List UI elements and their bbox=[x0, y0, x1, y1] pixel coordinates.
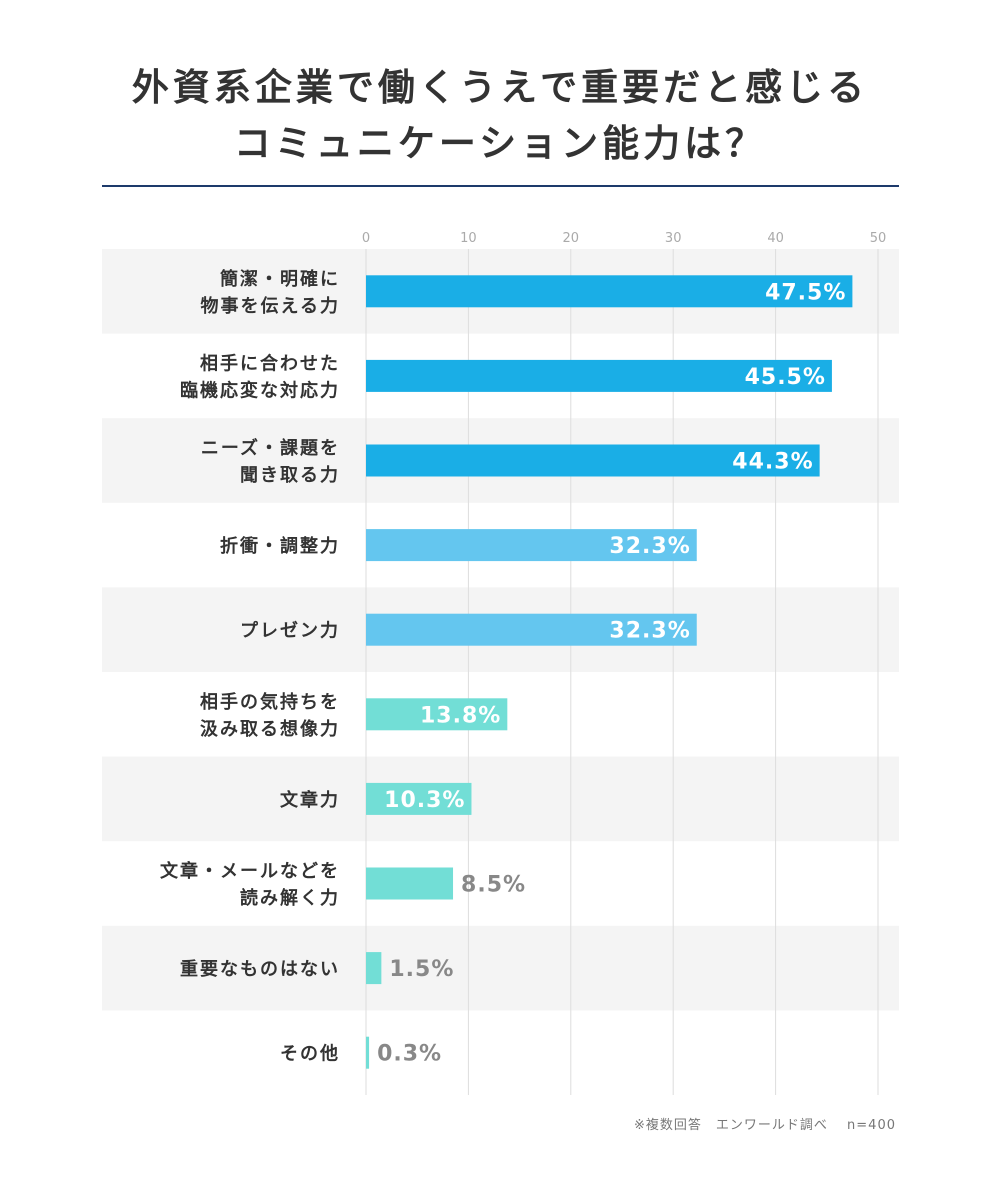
title-line-1: 外資系企業で働くうえで重要だと感じる bbox=[131, 66, 869, 109]
category-label: ニーズ・課題を bbox=[201, 437, 340, 459]
bar-value-label: 45.5% bbox=[745, 365, 826, 390]
bar bbox=[366, 613, 697, 646]
bar-value-label: 32.3% bbox=[609, 534, 690, 559]
category-label: 文章・メールなどを bbox=[160, 860, 340, 882]
footnote: ※複数回答 エンワールド調べ n=400 bbox=[634, 1118, 896, 1133]
bar-value-label: 44.3% bbox=[732, 450, 813, 475]
category-label: 聞き取る力 bbox=[240, 465, 340, 486]
category-label: 文章力 bbox=[280, 789, 340, 811]
bar bbox=[366, 444, 820, 477]
category-label: 相手に合わせた bbox=[200, 352, 340, 374]
category-label: 重要なものはない bbox=[180, 958, 340, 980]
bar-value-label: 8.5% bbox=[461, 873, 526, 898]
x-tick-label: 10 bbox=[460, 231, 477, 246]
category-label: 汲み取る想像力 bbox=[200, 718, 340, 740]
category-label: 物事を伝える力 bbox=[201, 295, 340, 317]
bar-value-label: 13.8% bbox=[420, 703, 501, 728]
category-label: 読み解く力 bbox=[240, 887, 340, 909]
x-tick-label: 30 bbox=[665, 231, 682, 246]
bar bbox=[366, 359, 832, 392]
bar-value-label: 10.3% bbox=[384, 788, 465, 813]
x-tick-label: 50 bbox=[870, 231, 887, 246]
bar bbox=[366, 698, 508, 731]
category-label: プレゼン力 bbox=[240, 620, 340, 642]
category-label: 折衝・調整力 bbox=[220, 535, 340, 557]
bar bbox=[366, 529, 697, 562]
row-background bbox=[102, 756, 899, 842]
chart-title: 外資系企業で働くうえで重要だと感じる コミュニケーション能力は？ bbox=[0, 60, 1000, 172]
bar-value-label: 47.5% bbox=[765, 280, 846, 305]
x-tick-label: 0 bbox=[362, 231, 370, 246]
bar bbox=[366, 782, 472, 815]
bar-value-label: 32.3% bbox=[609, 619, 690, 644]
category-label: 臨機応変な対応力 bbox=[180, 379, 340, 401]
category-label: 簡潔・明確に bbox=[220, 268, 340, 290]
bar bbox=[366, 1036, 370, 1069]
bar-value-label: 1.5% bbox=[389, 957, 454, 982]
x-tick-label: 40 bbox=[767, 231, 784, 246]
bar bbox=[366, 952, 382, 985]
title-line-2: コミュニケーション能力は？ bbox=[233, 122, 767, 165]
row-background bbox=[102, 925, 899, 1011]
bar bbox=[366, 867, 454, 900]
title-divider bbox=[102, 185, 899, 187]
category-label: 相手の気持ちを bbox=[200, 691, 340, 713]
bar bbox=[366, 275, 853, 308]
x-tick-label: 20 bbox=[563, 231, 580, 246]
category-label: その他 bbox=[280, 1043, 340, 1065]
bar-value-label: 0.3% bbox=[377, 1042, 442, 1067]
